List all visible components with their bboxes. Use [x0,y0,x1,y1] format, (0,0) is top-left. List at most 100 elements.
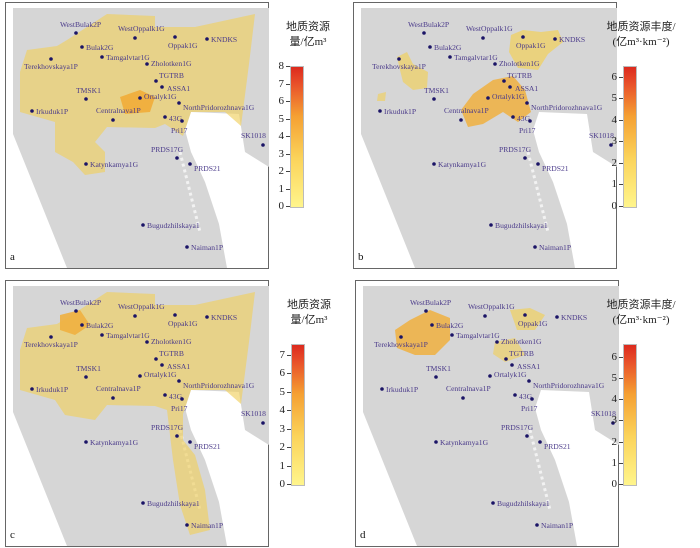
well-marker[interactable] [553,37,557,41]
well-marker[interactable] [538,440,542,444]
well-marker[interactable] [523,313,527,317]
well-marker[interactable] [163,115,167,119]
well-marker[interactable] [74,31,78,35]
well-marker[interactable] [160,363,164,367]
well-marker[interactable] [100,55,104,59]
well-label: Naiman1P [539,243,571,252]
well-marker[interactable] [528,119,532,123]
well-marker[interactable] [188,162,192,166]
colorbar-tick: 3 [605,135,623,147]
well-marker[interactable] [461,396,465,400]
well-marker[interactable] [111,396,115,400]
well-marker[interactable] [555,315,559,319]
well-marker[interactable] [145,340,149,344]
well-marker[interactable] [177,379,181,383]
well-marker[interactable] [84,97,88,101]
well-marker[interactable] [111,118,115,122]
well-marker[interactable] [80,323,84,327]
well-marker[interactable] [180,397,184,401]
well-marker[interactable] [422,31,426,35]
well-marker[interactable] [163,393,167,397]
well-marker[interactable] [133,314,137,318]
well-marker[interactable] [177,101,181,105]
well-marker[interactable] [459,118,463,122]
well-marker[interactable] [511,115,515,119]
well-marker[interactable] [527,379,531,383]
well-marker[interactable] [138,96,142,100]
well-marker[interactable] [533,245,537,249]
well-marker[interactable] [154,79,158,83]
well-marker[interactable] [513,393,517,397]
well-label: SK1018 [241,409,266,418]
well-marker[interactable] [160,85,164,89]
well-marker[interactable] [424,309,428,313]
well-marker[interactable] [428,45,432,49]
well-marker[interactable] [80,45,84,49]
well-marker[interactable] [74,309,78,313]
well-marker[interactable] [185,523,189,527]
well-marker[interactable] [493,62,497,66]
well-marker[interactable] [510,363,514,367]
well-marker[interactable] [100,333,104,337]
well-marker[interactable] [84,440,88,444]
well-marker[interactable] [504,357,508,361]
well-marker[interactable] [49,335,53,339]
well-marker[interactable] [432,162,436,166]
well-marker[interactable] [489,223,493,227]
well-marker[interactable] [84,375,88,379]
well-marker[interactable] [535,523,539,527]
well-label: Naiman1P [191,243,223,252]
well-marker[interactable] [84,162,88,166]
well-marker[interactable] [536,162,540,166]
well-marker[interactable] [49,57,53,61]
well-marker[interactable] [378,109,382,113]
well-marker[interactable] [30,109,34,113]
well-marker[interactable] [141,501,145,505]
well-marker[interactable] [521,35,525,39]
well-marker[interactable] [609,143,613,147]
well-marker[interactable] [434,440,438,444]
well-marker[interactable] [175,156,179,160]
well-marker[interactable] [180,119,184,123]
well-marker[interactable] [173,313,177,317]
well-marker[interactable] [154,357,158,361]
well-label: NorthPridorozhnava1G [533,381,605,390]
well-marker[interactable] [205,315,209,319]
well-marker[interactable] [530,397,534,401]
well-marker[interactable] [380,387,384,391]
well-marker[interactable] [141,223,145,227]
well-marker[interactable] [173,35,177,39]
well-marker[interactable] [611,421,615,425]
well-marker[interactable] [508,85,512,89]
well-marker[interactable] [399,335,403,339]
well-marker[interactable] [502,79,506,83]
well-marker[interactable] [486,96,490,100]
well-marker[interactable] [495,340,499,344]
well-marker[interactable] [133,36,137,40]
well-marker[interactable] [491,501,495,505]
well-marker[interactable] [483,314,487,318]
well-marker[interactable] [145,62,149,66]
well-marker[interactable] [30,387,34,391]
well-marker[interactable] [434,375,438,379]
well-marker[interactable] [397,57,401,61]
well-marker[interactable] [175,434,179,438]
well-marker[interactable] [448,55,452,59]
well-marker[interactable] [261,421,265,425]
well-marker[interactable] [138,374,142,378]
well-label: Pri17 [171,404,188,413]
well-marker[interactable] [261,143,265,147]
well-marker[interactable] [525,434,529,438]
well-marker[interactable] [450,333,454,337]
well-marker[interactable] [205,37,209,41]
well-marker[interactable] [525,101,529,105]
well-marker[interactable] [481,36,485,40]
well-marker[interactable] [523,156,527,160]
well-marker[interactable] [185,245,189,249]
well-marker[interactable] [430,323,434,327]
well-marker[interactable] [432,97,436,101]
well-label: Centralnava1P [446,384,491,393]
well-marker[interactable] [188,440,192,444]
well-marker[interactable] [488,374,492,378]
